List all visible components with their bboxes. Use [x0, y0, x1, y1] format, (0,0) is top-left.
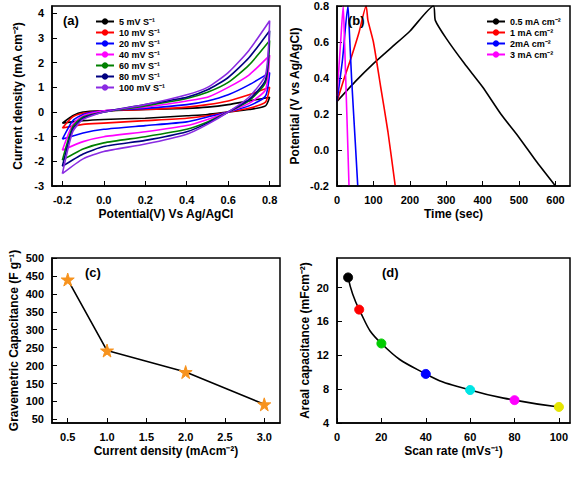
- svg-text:Time (sec): Time (sec): [424, 207, 483, 221]
- svg-text:20: 20: [317, 282, 329, 294]
- svg-text:Current density (mA cm⁻²): Current density (mA cm⁻²): [11, 22, 25, 170]
- svg-text:40 mV S⁻¹: 40 mV S⁻¹: [119, 50, 160, 60]
- svg-text:250: 250: [26, 342, 44, 354]
- svg-text:1 mA cm⁻²: 1 mA cm⁻²: [510, 28, 553, 38]
- svg-text:(d): (d): [382, 265, 399, 280]
- svg-text:400: 400: [473, 194, 491, 206]
- svg-text:2mA cm⁻²: 2mA cm⁻²: [510, 39, 551, 49]
- svg-text:Gravemetric Capacitance (F g⁻¹: Gravemetric Capacitance (F g⁻¹): [7, 250, 21, 431]
- svg-text:0.5 mA cm⁻²: 0.5 mA cm⁻²: [510, 17, 561, 27]
- svg-text:0.6: 0.6: [221, 194, 236, 206]
- svg-text:0.0: 0.0: [96, 194, 111, 206]
- svg-text:-2: -2: [34, 155, 44, 167]
- svg-text:1.0: 1.0: [99, 431, 114, 443]
- svg-text:50: 50: [32, 413, 44, 425]
- svg-text:Current density (mAcm⁻²): Current density (mAcm⁻²): [94, 444, 239, 458]
- svg-text:12: 12: [317, 349, 329, 361]
- svg-text:(b): (b): [348, 13, 365, 28]
- svg-text:4: 4: [323, 417, 330, 429]
- svg-text:100: 100: [364, 194, 382, 206]
- svg-text:60 mV S⁻¹: 60 mV S⁻¹: [119, 61, 160, 71]
- svg-text:3 mA cm⁻²: 3 mA cm⁻²: [510, 50, 553, 60]
- svg-text:Scan rate (mVs⁻¹): Scan rate (mVs⁻¹): [404, 444, 503, 458]
- svg-text:8: 8: [323, 383, 329, 395]
- svg-text:0.8: 0.8: [262, 194, 277, 206]
- svg-text:4: 4: [38, 7, 45, 19]
- svg-text:0: 0: [334, 431, 340, 443]
- svg-text:200: 200: [401, 194, 419, 206]
- svg-text:0.4: 0.4: [314, 72, 330, 84]
- svg-text:0.2: 0.2: [314, 108, 329, 120]
- svg-text:0: 0: [38, 106, 44, 118]
- svg-text:1: 1: [38, 81, 44, 93]
- svg-text:100: 100: [550, 431, 568, 443]
- svg-text:500: 500: [26, 252, 44, 264]
- svg-text:3: 3: [38, 32, 44, 44]
- svg-text:400: 400: [26, 288, 44, 300]
- svg-text:300: 300: [437, 194, 455, 206]
- svg-text:0.6: 0.6: [314, 36, 329, 48]
- svg-text:150: 150: [26, 378, 44, 390]
- svg-text:5 mV S⁻¹: 5 mV S⁻¹: [119, 17, 155, 27]
- svg-text:(c): (c): [85, 265, 101, 280]
- svg-text:0.4: 0.4: [179, 194, 195, 206]
- svg-text:80: 80: [508, 431, 520, 443]
- svg-text:-0.2: -0.2: [53, 194, 72, 206]
- svg-text:-1: -1: [34, 131, 44, 143]
- svg-text:2.0: 2.0: [178, 431, 193, 443]
- svg-text:350: 350: [26, 306, 44, 318]
- svg-text:10 mV S⁻¹: 10 mV S⁻¹: [119, 28, 160, 38]
- svg-text:80 mV S⁻¹: 80 mV S⁻¹: [119, 72, 160, 82]
- svg-text:0.2: 0.2: [138, 194, 153, 206]
- svg-text:20: 20: [375, 431, 387, 443]
- svg-text:450: 450: [26, 270, 44, 282]
- svg-text:500: 500: [510, 194, 528, 206]
- svg-text:(a): (a): [63, 13, 79, 28]
- svg-text:2.5: 2.5: [217, 431, 232, 443]
- svg-text:0.0: 0.0: [314, 144, 329, 156]
- svg-text:600: 600: [546, 194, 564, 206]
- svg-text:20 mV S⁻¹: 20 mV S⁻¹: [119, 39, 160, 49]
- svg-text:Potential (V vs Ag/AgCl): Potential (V vs Ag/AgCl): [288, 28, 302, 165]
- svg-text:200: 200: [26, 360, 44, 372]
- svg-text:Areal capacitance (mFcm⁻²): Areal capacitance (mFcm⁻²): [298, 262, 312, 419]
- svg-text:100 mV S⁻¹: 100 mV S⁻¹: [119, 83, 165, 93]
- svg-text:2: 2: [38, 57, 44, 69]
- svg-text:-0.2: -0.2: [310, 180, 329, 192]
- svg-text:40: 40: [420, 431, 432, 443]
- svg-text:0.8: 0.8: [314, 0, 329, 12]
- svg-text:0: 0: [334, 194, 340, 206]
- svg-text:-3: -3: [34, 180, 44, 192]
- svg-text:100: 100: [26, 395, 44, 407]
- svg-text:60: 60: [464, 431, 476, 443]
- svg-text:3.0: 3.0: [257, 431, 272, 443]
- svg-text:1.5: 1.5: [139, 431, 154, 443]
- svg-text:0.5: 0.5: [60, 431, 75, 443]
- svg-text:300: 300: [26, 324, 44, 336]
- svg-text:Potential(V) Vs Ag/AgCl: Potential(V) Vs Ag/AgCl: [99, 207, 234, 221]
- svg-text:16: 16: [317, 315, 329, 327]
